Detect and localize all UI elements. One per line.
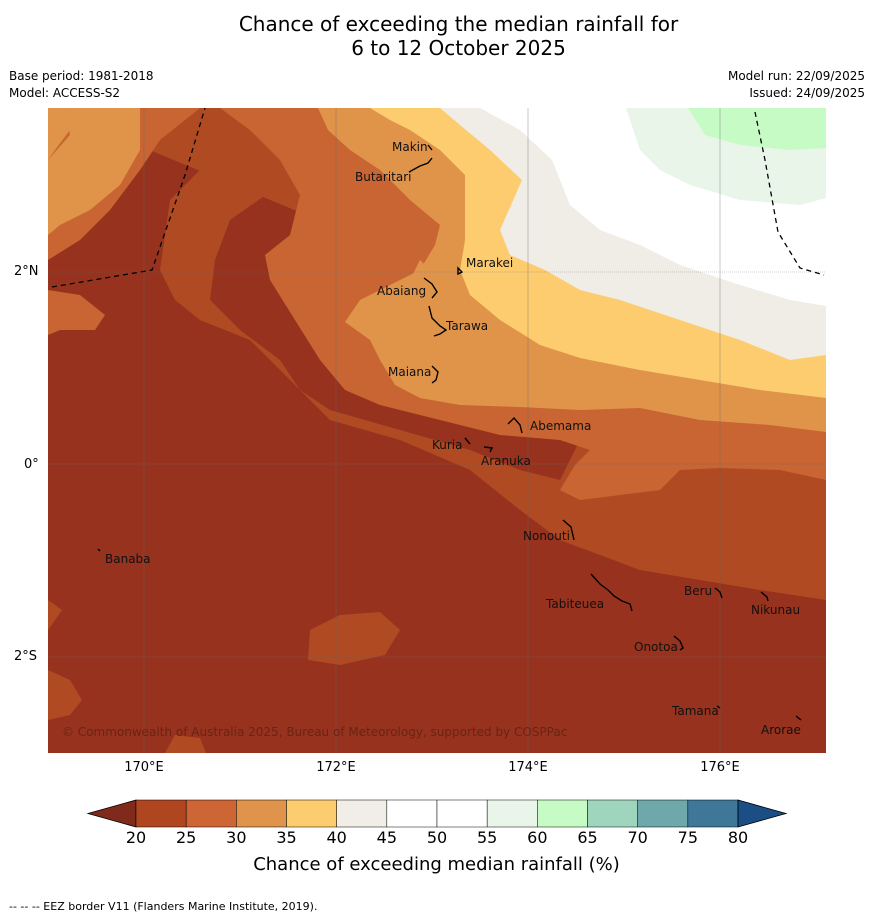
label-nonouti: Nonouti (523, 529, 570, 543)
colorbar-tick-label: 45 (376, 828, 397, 847)
beru-outline (714, 587, 723, 599)
footnote: -- -- -- EEZ border V11 (Flanders Marine… (9, 900, 318, 913)
title-line-2: 6 to 12 October 2025 (351, 36, 566, 60)
tabiteuea-outline (590, 573, 633, 612)
colorbar-tick-label: 50 (426, 828, 448, 847)
colorbar-segment (286, 799, 337, 828)
label-tabiteuea: Tabiteuea (545, 597, 604, 611)
issued-date: Issued: 24/09/2025 (749, 86, 865, 100)
colorbar-segment (486, 799, 538, 828)
contour-40-45-dry (390, 260, 485, 395)
colorbar-segment (386, 799, 438, 828)
label-makin: Makin (392, 140, 428, 154)
colorbar-tick-label: 70 (627, 828, 648, 847)
label-butaritari: Butaritari (355, 170, 412, 184)
title-line-1: Chance of exceeding the median rainfall … (238, 12, 679, 36)
marakei-outline (457, 266, 464, 276)
makin-outline (427, 144, 433, 151)
colorbar-segment (336, 799, 388, 828)
label-onotoa: Onotoa (634, 640, 678, 654)
contour-35-40 (48, 108, 70, 160)
colorbar-tick-label: 25 (175, 828, 197, 847)
label-tarawa: Tarawa (445, 319, 488, 333)
label-banaba: Banaba (105, 552, 151, 566)
label-maiana: Maiana (388, 365, 431, 379)
map-title: Chance of exceeding the median rainfall … (0, 12, 873, 60)
label-aranuka: Aranuka (481, 454, 531, 468)
contour-layers (48, 108, 826, 753)
lon-label-172e: 172°E (316, 760, 356, 775)
label-beru: Beru (684, 584, 712, 598)
lon-label-170e: 170°E (124, 760, 164, 775)
contour-60-65 (688, 108, 826, 150)
meta-right: Model run: 22/09/2025 Issued: 24/09/2025 (728, 68, 865, 102)
arorae-outline (795, 715, 802, 721)
colorbar-segment (236, 799, 287, 828)
colorbar-tick-label: 35 (276, 828, 297, 847)
label-marakei: Marakei (466, 256, 513, 270)
colorbar-tick-label: 55 (476, 828, 498, 847)
colorbar-segment (687, 799, 739, 828)
label-abemama: Abemama (530, 419, 591, 433)
colorbar-segment (587, 799, 638, 828)
nonouti-outline (562, 519, 575, 541)
butaritari-outline (408, 157, 433, 173)
gridlines (48, 108, 826, 753)
maiana-outline (431, 365, 439, 384)
colorbar-segment (537, 799, 588, 828)
colorbar-extend-low (86, 799, 137, 828)
meta-left: Base period: 1981-2018 Model: ACCESS-S2 (9, 68, 154, 102)
contour-25-30-blob2 (48, 670, 82, 720)
onotoa-outline (673, 635, 684, 651)
colorbar-segment (185, 799, 237, 828)
label-tamana: Tamana (671, 704, 719, 718)
colorbar-tick-label: 30 (226, 828, 247, 847)
colorbar-segment (637, 799, 689, 828)
kuria-outline (464, 437, 471, 445)
colorbar-extend-high (737, 799, 788, 828)
label-arorae: Arorae (761, 723, 801, 737)
island-outlines (97, 144, 802, 721)
eez-border (51, 107, 825, 288)
tamana-outline (716, 705, 721, 709)
banaba-outline (97, 548, 101, 552)
label-nikunau: Nikunau (751, 603, 800, 617)
abemama-outline (507, 416, 523, 434)
contour-25-30-blob4 (165, 735, 206, 753)
model-run: Model run: 22/09/2025 (727, 69, 865, 83)
model-name: Model: ACCESS-S2 (9, 86, 121, 100)
colorbar (86, 799, 788, 828)
lat-label-2n: 2°N (14, 264, 39, 279)
colorbar-title: Chance of exceeding median rainfall (%) (253, 854, 620, 875)
lat-label-2s: 2°S (14, 649, 38, 664)
colorbar-tick-label: 65 (577, 828, 598, 847)
aranuka-outline (483, 446, 494, 453)
copyright-text: © Commonwealth of Australia 2025, Bureau… (62, 725, 567, 739)
island-labels: Makin Butaritari Marakei Abaiang Tarawa … (105, 140, 801, 737)
colorbar-tick-label: 80 (727, 828, 749, 847)
contour-25-30-blob3 (308, 612, 400, 665)
lon-label-174e: 174°E (508, 760, 548, 775)
contour-35-40-left (48, 108, 140, 235)
tarawa-outline (428, 305, 448, 337)
base-period: Base period: 1981-2018 (9, 69, 154, 83)
label-kuria: Kuria (432, 438, 463, 452)
abaiang-outline (423, 277, 438, 299)
colorbar-segment (135, 799, 187, 828)
colorbar-tick-label: 60 (527, 828, 548, 847)
label-abaiang: Abaiang (377, 284, 426, 298)
colorbar-tick-label: 75 (677, 828, 698, 847)
colorbar-tick-label: 20 (125, 828, 147, 847)
contour-30-35-left (48, 290, 105, 335)
lon-label-176e: 176°E (700, 760, 740, 775)
colorbar-segment (436, 799, 488, 828)
nikunau-outline (760, 591, 769, 602)
lat-label-0: 0° (24, 457, 39, 472)
colorbar-tick-label: 40 (326, 828, 347, 847)
